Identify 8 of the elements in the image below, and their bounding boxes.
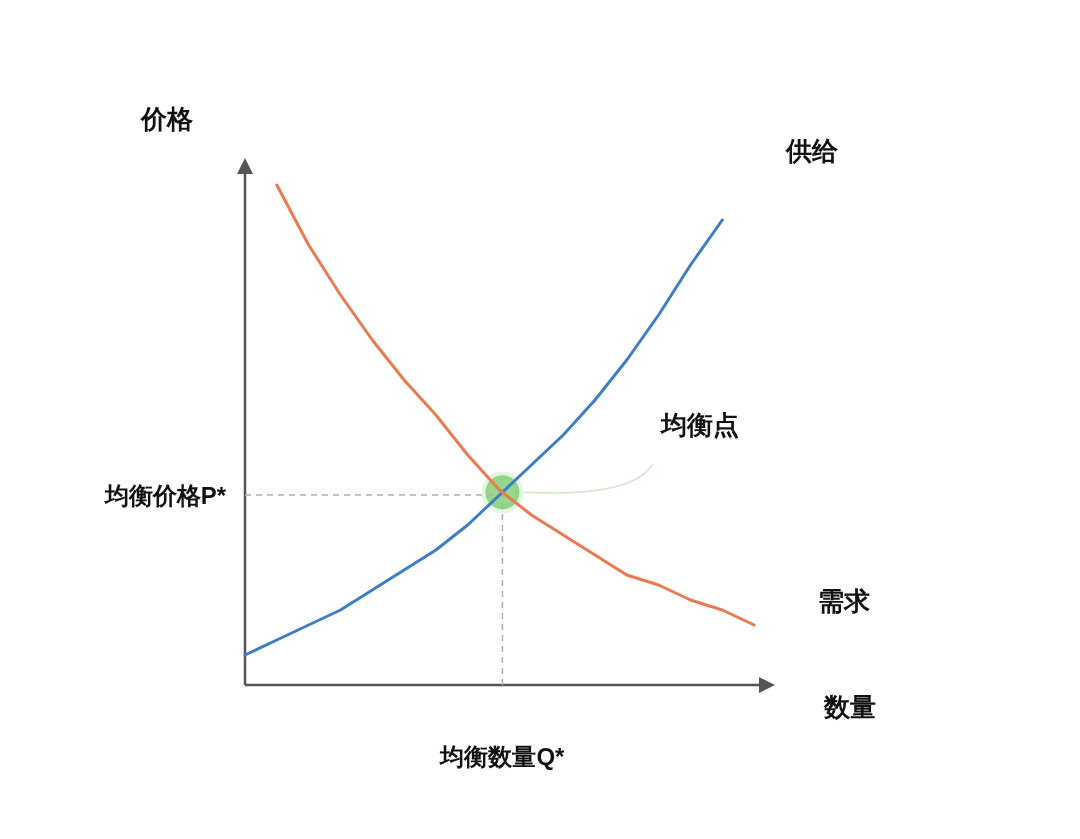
text: 需求 bbox=[818, 586, 872, 616]
annotation: 均衡数量Q* bbox=[440, 743, 565, 770]
x-axis-title: 数量 bbox=[823, 692, 876, 722]
annotation: 均衡点 bbox=[523, 410, 740, 494]
y-axis-title: 价格 bbox=[140, 104, 193, 134]
annotation: 均衡点 bbox=[659, 410, 740, 441]
text: 供给 bbox=[785, 136, 840, 166]
ref-line-label: 均衡价格P* bbox=[102, 482, 227, 509]
